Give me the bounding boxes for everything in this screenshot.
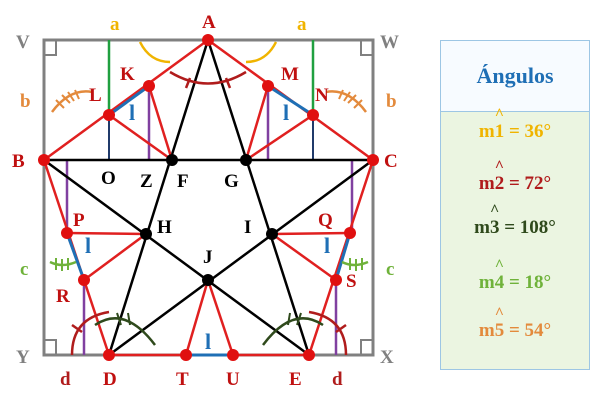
label-v: V (16, 32, 30, 53)
angle-row-5: m5 = 54° (441, 320, 589, 342)
dark-red-arc-d (70, 310, 110, 356)
pentagram (40, 35, 377, 359)
right-angle-mark-x (360, 339, 373, 355)
dark-green-arc-d (94, 317, 156, 346)
angle-row-4: m4 = 18° (441, 272, 589, 294)
inner-rays (66, 85, 351, 356)
green-arc-right (341, 260, 369, 267)
label-h: H (157, 217, 172, 238)
label-angle-a-right: a (297, 14, 307, 35)
label-n: N (315, 85, 329, 106)
label-l: L (89, 85, 102, 106)
angle-row-prefix: m (478, 173, 495, 194)
label-u: U (226, 369, 240, 390)
label-angle-d-left: d (60, 369, 71, 390)
angle-row-number: 5 (495, 320, 505, 342)
label-c: C (384, 151, 398, 172)
angle-row-prefix: m (474, 217, 490, 238)
angle-row-prefix: m (478, 272, 495, 293)
angle-row-prefix: m (478, 320, 495, 341)
label-d: D (103, 369, 117, 390)
angle-row-value: = 54° (504, 320, 552, 341)
label-g: G (224, 171, 239, 192)
angle-row-value: = 18° (504, 272, 552, 293)
label-f: F (177, 171, 189, 192)
label-s: S (346, 271, 357, 292)
angle-row-value: = 108° (499, 217, 556, 238)
angle-row-2: m2 = 72° (441, 173, 589, 195)
side-label-tu: l (205, 329, 211, 354)
label-o: O (101, 168, 116, 189)
label-t: T (176, 369, 189, 390)
label-angle-a-left: a (110, 14, 120, 35)
dark-red-arc-e (308, 310, 348, 356)
angle-row-1: m1 = 36° (441, 121, 589, 143)
label-angle-b-right: b (386, 91, 397, 112)
label-j: J (203, 247, 213, 268)
panel-header: Ángulos (441, 41, 589, 112)
label-angle-c-right: c (386, 259, 394, 280)
label-angle-c-left: c (20, 259, 28, 280)
right-angle-mark-w (360, 40, 373, 56)
side-segments (65, 84, 352, 357)
angle-row-number: 1 (495, 121, 505, 143)
label-x: X (380, 347, 394, 368)
label-m: M (281, 64, 299, 85)
angle-row-number: 4 (495, 272, 505, 294)
label-i: I (244, 217, 251, 238)
dark-red-arc-a (169, 70, 247, 85)
dark-green-arc-e (262, 317, 324, 346)
angle-row-3: m3 = 108° (441, 217, 589, 239)
panel-title: Ángulos (476, 63, 554, 88)
star-points (140, 154, 278, 286)
right-angle-mark-v (44, 40, 57, 56)
yellow-arc-left (138, 41, 171, 64)
angle-row-value: = 72° (504, 173, 552, 194)
label-q: Q (318, 210, 333, 231)
side-label-kl: l (129, 100, 135, 125)
label-e: E (289, 369, 302, 390)
label-a: A (202, 12, 216, 33)
yellow-arc-right (245, 41, 278, 64)
right-angle-mark-y (44, 339, 57, 355)
angle-row-value: = 36° (504, 121, 552, 142)
label-angle-b-left: b (20, 91, 31, 112)
side-label-mn: l (283, 100, 289, 125)
angles-panel: Ángulos m1 = 36° m2 = 72° m3 = 108° m4 =… (440, 40, 590, 370)
label-angle-d-right: d (332, 369, 343, 390)
angle-row-number: 2 (495, 173, 505, 195)
label-w: W (380, 32, 399, 53)
label-k: K (120, 64, 135, 85)
label-z: Z (140, 171, 153, 192)
pentagon-points (38, 34, 379, 361)
label-b: B (12, 151, 25, 172)
label-r: R (56, 286, 70, 307)
angle-row-number: 3 (490, 217, 500, 239)
side-label-qs: l (324, 233, 330, 258)
label-y: Y (16, 347, 30, 368)
angle-row-prefix: m (478, 121, 495, 142)
side-label-pr: l (85, 233, 91, 258)
label-p: P (73, 210, 85, 231)
